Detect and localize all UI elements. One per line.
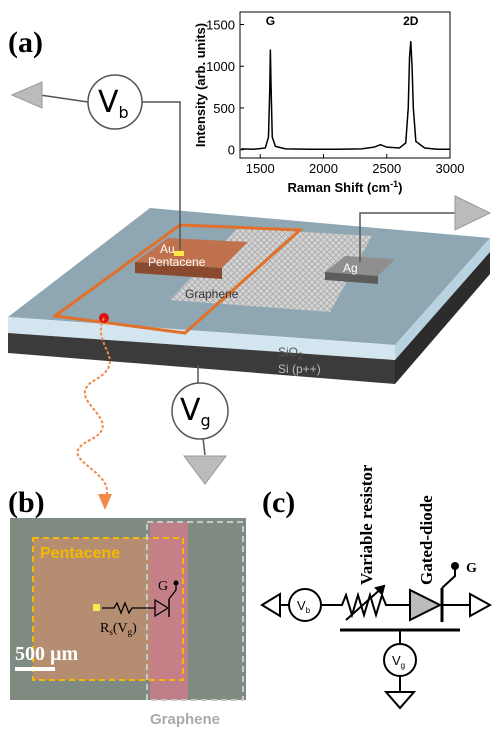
au-label: Au <box>160 242 175 256</box>
vg-sub: g <box>201 411 211 430</box>
ag-label: Ag <box>343 261 358 275</box>
diode-label: Gated-diode <box>417 495 436 585</box>
sio2-sub: 2 <box>298 351 303 361</box>
pentacene-label: Pentacene <box>40 545 120 562</box>
x-label-close: ) <box>398 180 402 195</box>
x-label-main: Raman Shift (cm <box>288 180 391 195</box>
figure: (a) (b) (c) Au Pentacene Graphene <box>0 0 493 734</box>
vg-main: V <box>392 653 401 668</box>
x-tick-label: 1500 <box>246 161 275 176</box>
gate-label: G <box>158 579 168 594</box>
y-tick-label: 500 <box>213 101 235 116</box>
r-arg: (V <box>113 621 128 636</box>
pentacene-label: Pentacene <box>148 255 206 269</box>
vb-main: V <box>98 85 119 120</box>
peak-label: 2D <box>403 14 419 28</box>
y-tick-label: 0 <box>228 143 235 158</box>
y-axis-label: Intensity (arb. units) <box>193 23 208 147</box>
sio2-main: SiO <box>278 345 298 359</box>
graphene-label: Graphene <box>185 287 239 301</box>
vg-sub: g <box>401 661 405 670</box>
x-axis-label: Raman Shift (cm-1) <box>288 179 403 195</box>
panel-label: (b) <box>8 486 45 519</box>
y-tick-label: 1500 <box>206 18 235 33</box>
vg-main: V <box>180 393 201 428</box>
panel-label: (a) <box>8 26 43 59</box>
x-tick-label: 3000 <box>436 161 465 176</box>
graphene-label: Graphene <box>150 711 220 728</box>
si-label: Si (p++) <box>278 362 321 376</box>
y-tick-label: 1000 <box>206 59 235 74</box>
peak-label: G <box>266 14 275 28</box>
x-label-sup: -1 <box>390 179 398 189</box>
panel-label: (c) <box>262 486 295 519</box>
vb-sub: b <box>119 103 129 122</box>
vb-sub: b <box>306 606 311 615</box>
circuit <box>262 563 490 708</box>
scale-bar-label: 500 µm <box>15 643 79 665</box>
resistor-label: Rs(Vg) <box>100 621 137 637</box>
x-tick-label: 2500 <box>372 161 401 176</box>
resistor-label: Variable resistor <box>357 464 376 585</box>
gate-label: G <box>466 561 477 576</box>
vb-main: V <box>297 598 306 613</box>
x-tick-label: 2000 <box>309 161 338 176</box>
r-close: ) <box>132 621 137 636</box>
